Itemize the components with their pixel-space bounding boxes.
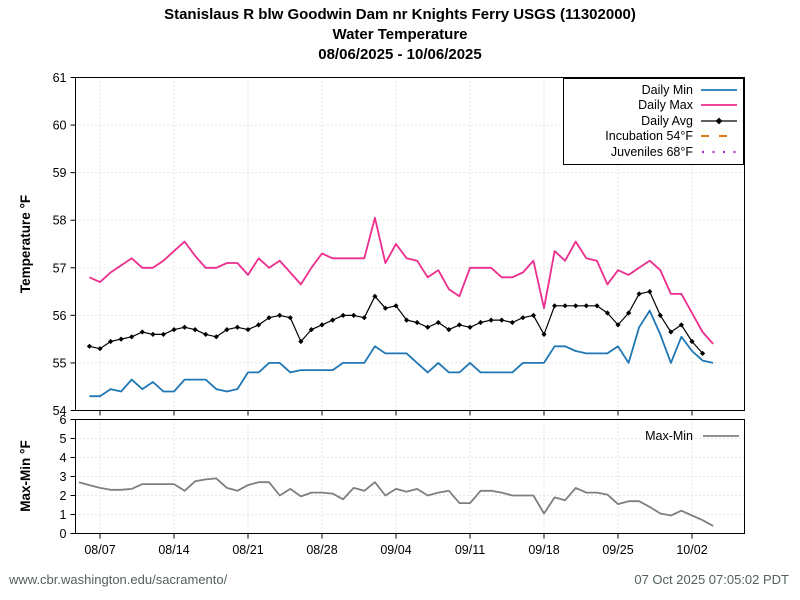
legend-item-incubation: Incubation 54°F xyxy=(568,129,738,145)
legend-label-max-min: Max-Min xyxy=(645,429,693,443)
legend-item-daily-min: Daily Min xyxy=(568,82,738,98)
x-tick-label: 08/28 xyxy=(306,543,337,557)
temperature-y-tick-label: 57 xyxy=(53,261,67,275)
legend-sample-max-min-line xyxy=(703,435,739,437)
title-line-parameter: Water Temperature xyxy=(332,26,468,43)
x-tick-label: 09/04 xyxy=(380,543,411,557)
legend-item-daily-avg: Daily Avg xyxy=(568,113,738,129)
temperature-y-tick-label: 55 xyxy=(53,356,67,370)
title-line-daterange: 08/06/2025 - 10/06/2025 xyxy=(318,46,482,63)
temperature-y-tick-label: 56 xyxy=(53,309,67,323)
legend-sample-juveniles-line xyxy=(702,150,737,153)
y-axis-label-temperature: Temperature °F xyxy=(18,195,33,293)
legend-label-incubation: Incubation 54°F xyxy=(605,129,693,144)
series-max-min xyxy=(78,477,714,527)
legend-label-daily-min: Daily Min xyxy=(641,82,693,97)
legend-item-daily-max: Daily Max xyxy=(568,98,738,114)
tick-marks xyxy=(70,77,693,539)
legend-sample-daily-avg-line xyxy=(701,117,737,125)
temperature-y-tick-label: 59 xyxy=(53,166,67,180)
legend-item-juveniles: Juveniles 68°F xyxy=(568,144,738,160)
series-daily-min xyxy=(89,309,714,398)
temperature-y-tick-label: 54 xyxy=(53,404,67,418)
x-tick-label: 08/07 xyxy=(84,543,115,557)
footer-url[interactable]: www.cbr.washington.edu/sacramento/ xyxy=(9,572,228,587)
x-tick-label: 10/02 xyxy=(676,543,707,557)
legend-sample-daily-max-line xyxy=(701,104,737,107)
maxmin-y-tick-label: 2 xyxy=(60,489,67,503)
legend-bottom: Max-Min xyxy=(600,428,740,444)
top-panel-series xyxy=(86,216,714,398)
x-tick-label: 08/21 xyxy=(232,543,263,557)
maxmin-y-tick-label: 1 xyxy=(60,508,67,522)
footer-timestamp: 07 Oct 2025 07:05:02 PDT xyxy=(634,572,789,587)
x-tick-label: 09/25 xyxy=(602,543,633,557)
legend-sample-incubation-line xyxy=(701,135,737,138)
temperature-y-tick-label: 60 xyxy=(53,119,67,133)
tick-labels: 08/07 08/14 08/21 08/28 09/04 09/11 09/18 09/25… xyxy=(53,71,708,557)
legend-label-daily-avg: Daily Avg xyxy=(641,113,693,128)
maxmin-y-tick-label: 0 xyxy=(60,527,67,541)
x-tick-label: 09/11 xyxy=(455,543,485,557)
maxmin-y-tick-label: 5 xyxy=(60,432,67,446)
chart-title: Stanislaus R blw Goodwin Dam nr Knights … xyxy=(0,5,800,65)
legend-label-daily-max: Daily Max xyxy=(638,98,693,113)
title-line-station: Stanislaus R blw Goodwin Dam nr Knights … xyxy=(164,6,636,23)
legend-sample-daily-min-line xyxy=(701,88,737,91)
maxmin-y-tick-label: 4 xyxy=(60,451,67,465)
y-axis-label-maxmin: Max-Min °F xyxy=(18,440,33,511)
maxmin-y-tick-label: 6 xyxy=(60,413,67,427)
bottom-panel-gridlines xyxy=(75,419,745,534)
temperature-y-tick-label: 58 xyxy=(53,214,67,228)
temperature-y-tick-label: 61 xyxy=(53,71,67,85)
maxmin-y-tick-label: 3 xyxy=(60,470,67,484)
x-tick-label: 08/14 xyxy=(158,543,189,557)
top-panel-border xyxy=(75,77,745,411)
bottom-panel-series xyxy=(78,477,714,527)
legend-top: Daily Min Daily Max Daily Avg Incubation… xyxy=(563,78,744,165)
legend-label-juveniles: Juveniles 68°F xyxy=(610,144,693,159)
series-daily-max xyxy=(89,216,714,345)
x-tick-label: 09/18 xyxy=(528,543,559,557)
